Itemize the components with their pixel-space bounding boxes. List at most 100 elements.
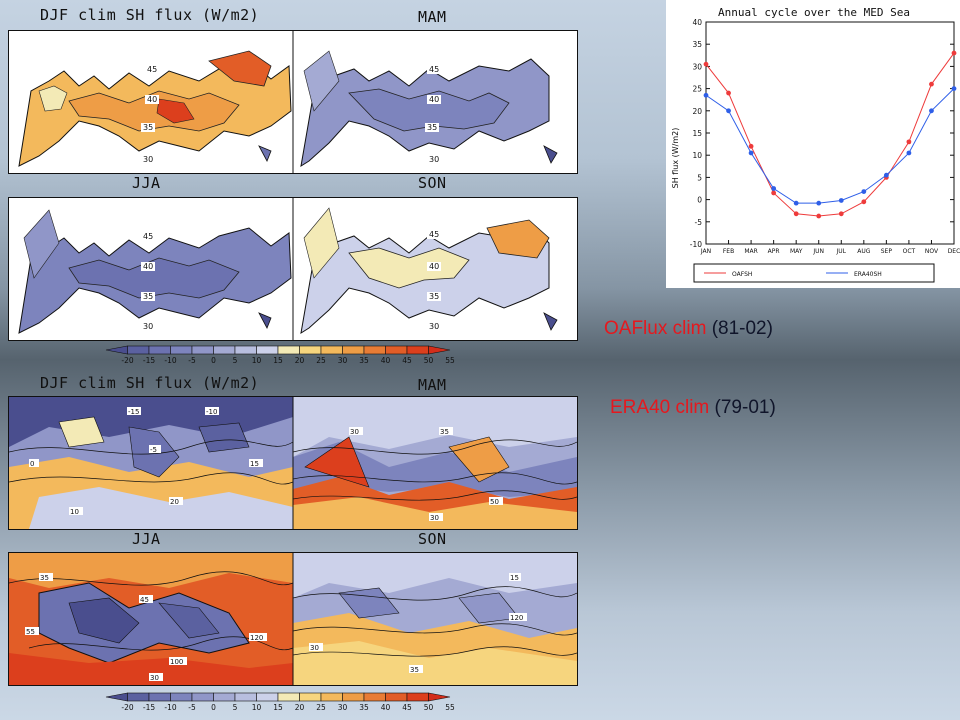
era40-contour-label: 35: [440, 428, 449, 436]
oaflux-contour-label: 45: [429, 65, 439, 74]
colorbar-swatch: [342, 345, 365, 355]
oaflux-djf-title: DJF clim SH flux (W/m2): [40, 6, 260, 24]
series-point-oafsh: [929, 81, 934, 87]
oaflux-contour-label: 30: [143, 155, 153, 164]
series-point-era40sh: [838, 198, 844, 203]
y-tick-label: -5: [695, 218, 703, 227]
era40-contour-label: 30: [350, 428, 359, 436]
oaflux-contour-label: 30: [429, 322, 439, 331]
colorbar-arrow-right: [428, 692, 451, 702]
colorbar-swatch: [320, 345, 343, 355]
series-point-era40sh: [883, 172, 889, 178]
colorbar-swatch: [363, 345, 386, 355]
y-tick-label: 25: [692, 85, 702, 94]
annual-cycle-chart: Annual cycle over the MED Sea SH flux (W…: [666, 0, 960, 288]
era40-contour-label: -15: [128, 408, 139, 416]
colorbar-swatch: [234, 692, 257, 702]
colorbar-swatch: [148, 692, 171, 702]
x-tick-label: SEP: [881, 248, 893, 255]
colorbar-tick-label: 10: [252, 703, 262, 712]
x-tick-label: JUL: [836, 248, 847, 255]
era40-contour-label: -5: [150, 446, 157, 454]
colorbar-swatch: [191, 345, 214, 355]
colorbar-tick-label: 15: [273, 703, 283, 712]
colorbar-swatch: [213, 345, 236, 355]
colorbar-swatch: [277, 345, 300, 355]
colorbar-tick-label: -10: [164, 703, 176, 712]
era40-contour-label: -10: [206, 408, 217, 416]
x-tick-label: JAN: [700, 248, 711, 255]
y-tick-label: 0: [697, 196, 702, 205]
colorbar-tick-label: 10: [252, 356, 262, 365]
colorbar-swatch: [363, 692, 386, 702]
chart-ylabel: SH flux (W/m2): [671, 128, 680, 189]
era40-map-row2: 35 45 55 120 100 30 30 35 120 15: [8, 552, 578, 686]
colorbar-swatch: [127, 345, 150, 355]
series-point-era40sh: [771, 186, 777, 191]
series-point-era40sh: [703, 92, 709, 98]
colorbar-tick-label: -20: [121, 356, 133, 365]
colorbar-swatch: [385, 345, 408, 355]
era40-contour-label: 30: [430, 514, 439, 522]
oaflux-son-title: SON: [418, 174, 447, 192]
x-tick-label: MAR: [744, 248, 757, 255]
series-point-era40sh: [793, 200, 799, 206]
colorbar-swatch: [299, 692, 322, 702]
era40-son-title: SON: [418, 530, 447, 548]
series-point-oafsh: [771, 190, 777, 196]
colorbar-swatch: [213, 692, 236, 702]
colorbar-tick-label: 55: [445, 703, 455, 712]
colorbar-tick-label: 0: [211, 356, 216, 365]
colorbar-tick-label: 40: [381, 356, 391, 365]
oaflux-contour-label: 45: [429, 230, 439, 239]
oaflux-map-row1: 45 40 35 30 45 40 35 30: [8, 30, 578, 174]
series-point-era40sh: [816, 200, 822, 206]
colorbar-swatch: [191, 692, 214, 702]
oaflux-contour-label: 40: [147, 95, 157, 104]
colorbar-tick-label: -5: [188, 356, 196, 365]
y-tick-label: 5: [697, 173, 702, 182]
oaflux-jja-son-maps: 45 40 35 30 45 40 35 30: [18, 198, 558, 340]
caption-era40-name: ERA40 clim: [610, 397, 710, 418]
era40-contour-label: 100: [170, 658, 183, 666]
series-point-oafsh: [906, 139, 912, 145]
colorbar-tick-label: 25: [316, 356, 326, 365]
era40-djf-title: DJF clim SH flux (W/m2): [40, 374, 260, 392]
oaflux-mam-title: MAM: [418, 8, 447, 26]
oaflux-contour-label: 30: [429, 155, 439, 164]
chart-title: Annual cycle over the MED Sea: [718, 6, 910, 19]
oaflux-contour-label: 40: [429, 262, 439, 271]
series-point-era40sh: [748, 150, 754, 156]
series-point-oafsh: [726, 90, 731, 96]
colorbar-swatch: [170, 692, 193, 702]
oaflux-djf-mam-maps: 45 40 35 30 45 40 35 30: [18, 31, 558, 173]
y-tick-label: -10: [690, 240, 702, 249]
era40-jja-title: JJA: [132, 530, 161, 548]
colorbar-arrow-right: [428, 345, 451, 355]
x-tick-label: NOV: [925, 248, 939, 255]
era40-contour-label: 45: [140, 596, 149, 604]
colorbar-tick-label: -5: [188, 703, 196, 712]
colorbar-arrow-left: [105, 692, 128, 702]
colorbar-tick-label: 5: [233, 703, 238, 712]
era40-jja-son-maps: 35 45 55 120 100 30 30 35 120 15: [9, 553, 577, 685]
colorbar-tick-label: -15: [143, 356, 155, 365]
colorbar-swatch: [148, 345, 171, 355]
oaflux-map-row2: 45 40 35 30 45 40 35 30: [8, 197, 578, 341]
x-tick-label: JUN: [812, 248, 824, 255]
era40-contour-label: 120: [510, 614, 523, 622]
colorbar-tick-label: 40: [381, 703, 391, 712]
era40-contour-label: 10: [70, 508, 79, 516]
colorbar-swatch: [127, 692, 150, 702]
era40-contour-label: 35: [410, 666, 419, 674]
colorbar-swatch: [234, 345, 257, 355]
caption-oaflux: OAFlux clim (81-02): [604, 318, 773, 340]
series-point-era40sh: [929, 108, 934, 114]
oaflux-contour-label: 45: [143, 232, 153, 241]
x-tick-label: FEB: [723, 248, 734, 255]
era40-contour-label: 20: [170, 498, 179, 506]
oaflux-contour-label: 35: [429, 292, 439, 301]
colorbar-swatch: [342, 692, 365, 702]
y-tick-label: 20: [692, 107, 702, 116]
colorbar-swatch: [170, 345, 193, 355]
